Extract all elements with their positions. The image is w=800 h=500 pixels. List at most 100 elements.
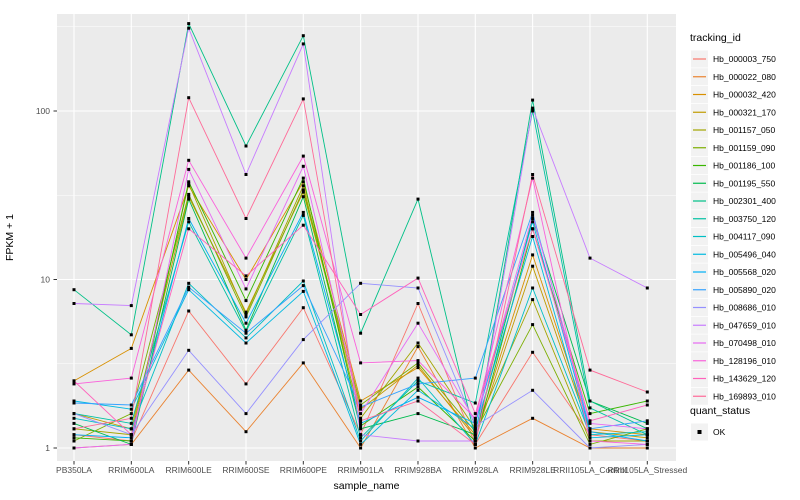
- data-point: [588, 368, 592, 372]
- data-point: [359, 405, 363, 409]
- data-point: [187, 22, 191, 26]
- data-point: [645, 421, 649, 425]
- data-point: [359, 399, 363, 403]
- x-tick-label: RRIM600PE: [280, 465, 328, 475]
- legend-label: Hb_143629_120: [713, 374, 776, 384]
- data-point: [72, 288, 76, 292]
- data-point: [244, 299, 248, 303]
- data-point: [531, 98, 535, 102]
- data-point: [473, 430, 477, 434]
- data-point: [645, 433, 649, 437]
- data-point: [359, 427, 363, 431]
- legend-label: Hb_000321_170: [713, 107, 776, 117]
- data-point: [645, 436, 649, 440]
- data-point: [301, 361, 305, 365]
- data-point: [416, 382, 420, 386]
- data-point: [129, 304, 133, 308]
- data-point: [187, 167, 191, 171]
- data-point: [244, 315, 248, 319]
- data-point: [187, 158, 191, 162]
- data-point: [531, 217, 535, 220]
- data-point: [531, 416, 535, 420]
- data-point: [416, 276, 420, 280]
- data-point: [416, 385, 420, 389]
- data-point: [473, 439, 477, 443]
- data-point: [645, 390, 649, 394]
- data-point: [416, 376, 420, 380]
- data-point: [645, 430, 649, 434]
- data-point: [588, 412, 592, 416]
- data-point: [187, 96, 191, 100]
- data-point: [359, 412, 363, 416]
- data-point: [359, 436, 363, 440]
- legend-label: Hb_005496_040: [713, 249, 776, 259]
- data-point: [473, 433, 477, 437]
- data-point: [645, 403, 649, 407]
- data-point: [359, 313, 363, 316]
- data-point: [416, 379, 420, 383]
- x-tick-label: RRIM600LE: [166, 465, 213, 475]
- data-point: [359, 442, 363, 446]
- data-point: [129, 333, 133, 337]
- data-point: [301, 289, 305, 293]
- data-point: [244, 173, 248, 176]
- data-point: [129, 427, 133, 431]
- data-point: [588, 419, 592, 423]
- data-point: [301, 34, 305, 38]
- data-point: [129, 436, 133, 440]
- data-point: [244, 412, 248, 416]
- data-point: [531, 213, 535, 217]
- data-point: [301, 284, 305, 288]
- data-point: [416, 197, 420, 201]
- data-point: [72, 382, 76, 386]
- data-point: [72, 399, 76, 403]
- data-point: [588, 421, 592, 425]
- legend-label: Hb_070498_010: [713, 338, 776, 348]
- data-point: [301, 213, 305, 217]
- data-point: [129, 346, 133, 350]
- data-point: [588, 256, 592, 260]
- data-point: [645, 442, 649, 446]
- data-point: [129, 442, 133, 446]
- filled-square-icon: [697, 430, 702, 434]
- data-point: [359, 403, 363, 407]
- data-point: [301, 306, 305, 310]
- legend-label: Hb_004117_090: [713, 232, 776, 242]
- data-point: [72, 421, 76, 425]
- data-point: [359, 331, 363, 335]
- data-point: [531, 350, 535, 354]
- legend-title-tracking-id: tracking_id: [690, 32, 741, 44]
- data-point: [359, 407, 363, 411]
- x-tick-label: RRIM901LA: [337, 465, 384, 475]
- data-point: [531, 253, 535, 257]
- x-tick-label: PB350LA: [56, 465, 92, 475]
- data-point: [531, 235, 535, 238]
- data-point: [244, 278, 248, 281]
- data-point: [244, 274, 248, 278]
- data-point: [301, 279, 305, 283]
- legend-label: Hb_000003_750: [713, 54, 776, 64]
- data-point: [531, 109, 535, 113]
- data-point: [72, 302, 76, 305]
- y-tick-label: 10: [41, 275, 51, 285]
- data-point: [473, 401, 477, 405]
- data-point: [187, 285, 191, 289]
- data-point: [187, 182, 191, 186]
- data-point: [588, 433, 592, 437]
- x-tick-label: RRII105LA_Stressed: [607, 465, 687, 475]
- data-point: [473, 442, 477, 446]
- data-point: [301, 97, 305, 101]
- data-point: [531, 210, 535, 214]
- data-point: [301, 42, 305, 46]
- legend-label: Hb_001157_050: [713, 125, 776, 135]
- data-point: [301, 338, 305, 342]
- legend-label: Hb_003750_120: [713, 214, 776, 224]
- data-point: [187, 217, 191, 220]
- data-point: [531, 298, 535, 302]
- legend-label: Hb_000032_420: [713, 90, 776, 100]
- data-point: [588, 446, 592, 450]
- data-point: [244, 256, 248, 260]
- data-point: [359, 419, 363, 423]
- data-point: [359, 433, 363, 437]
